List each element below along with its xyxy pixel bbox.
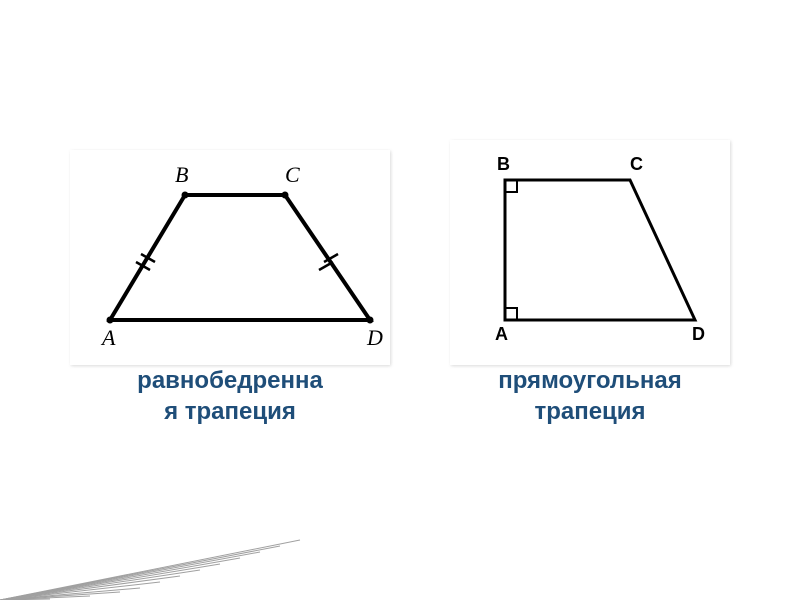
leg-tick-marks: [136, 254, 338, 270]
isosceles-trapezoid-group: A B C D равнобедренна я трапеция: [70, 150, 390, 427]
decoration-lines: [0, 540, 300, 600]
vertex-dot: [367, 317, 374, 324]
right-polygon: [505, 180, 695, 320]
vertex-dot: [182, 192, 189, 199]
vertex-label-b: B: [175, 162, 188, 187]
vertex-label-c: C: [630, 154, 643, 174]
vertex-label-a: A: [495, 324, 508, 344]
vertex-dot: [282, 192, 289, 199]
right-figure-box: A B C D: [450, 140, 730, 365]
caption-text-line2: я трапеция: [164, 398, 296, 425]
vertex-label-d: D: [366, 325, 383, 350]
right-trapezoid-svg: A B C D: [450, 140, 730, 360]
caption-text-line1: равнобедренна: [137, 367, 323, 394]
vertex-label-c: C: [285, 162, 300, 187]
right-angle-markers: [505, 180, 517, 320]
isosceles-figure-box: A B C D: [70, 150, 390, 365]
isosceles-caption: равнобедренна я трапеция: [137, 365, 323, 427]
vertex-dot: [107, 317, 114, 324]
right-caption: прямоугольная трапеция: [460, 365, 720, 427]
isosceles-trapezoid-svg: A B C D: [70, 150, 390, 360]
right-trapezoid-group: A B C D прямоугольная трапеция: [450, 150, 730, 427]
vertex-label-a: A: [100, 325, 116, 350]
vertex-label-b: B: [497, 154, 510, 174]
vertex-label-d: D: [692, 324, 705, 344]
corner-decoration: [0, 500, 320, 600]
